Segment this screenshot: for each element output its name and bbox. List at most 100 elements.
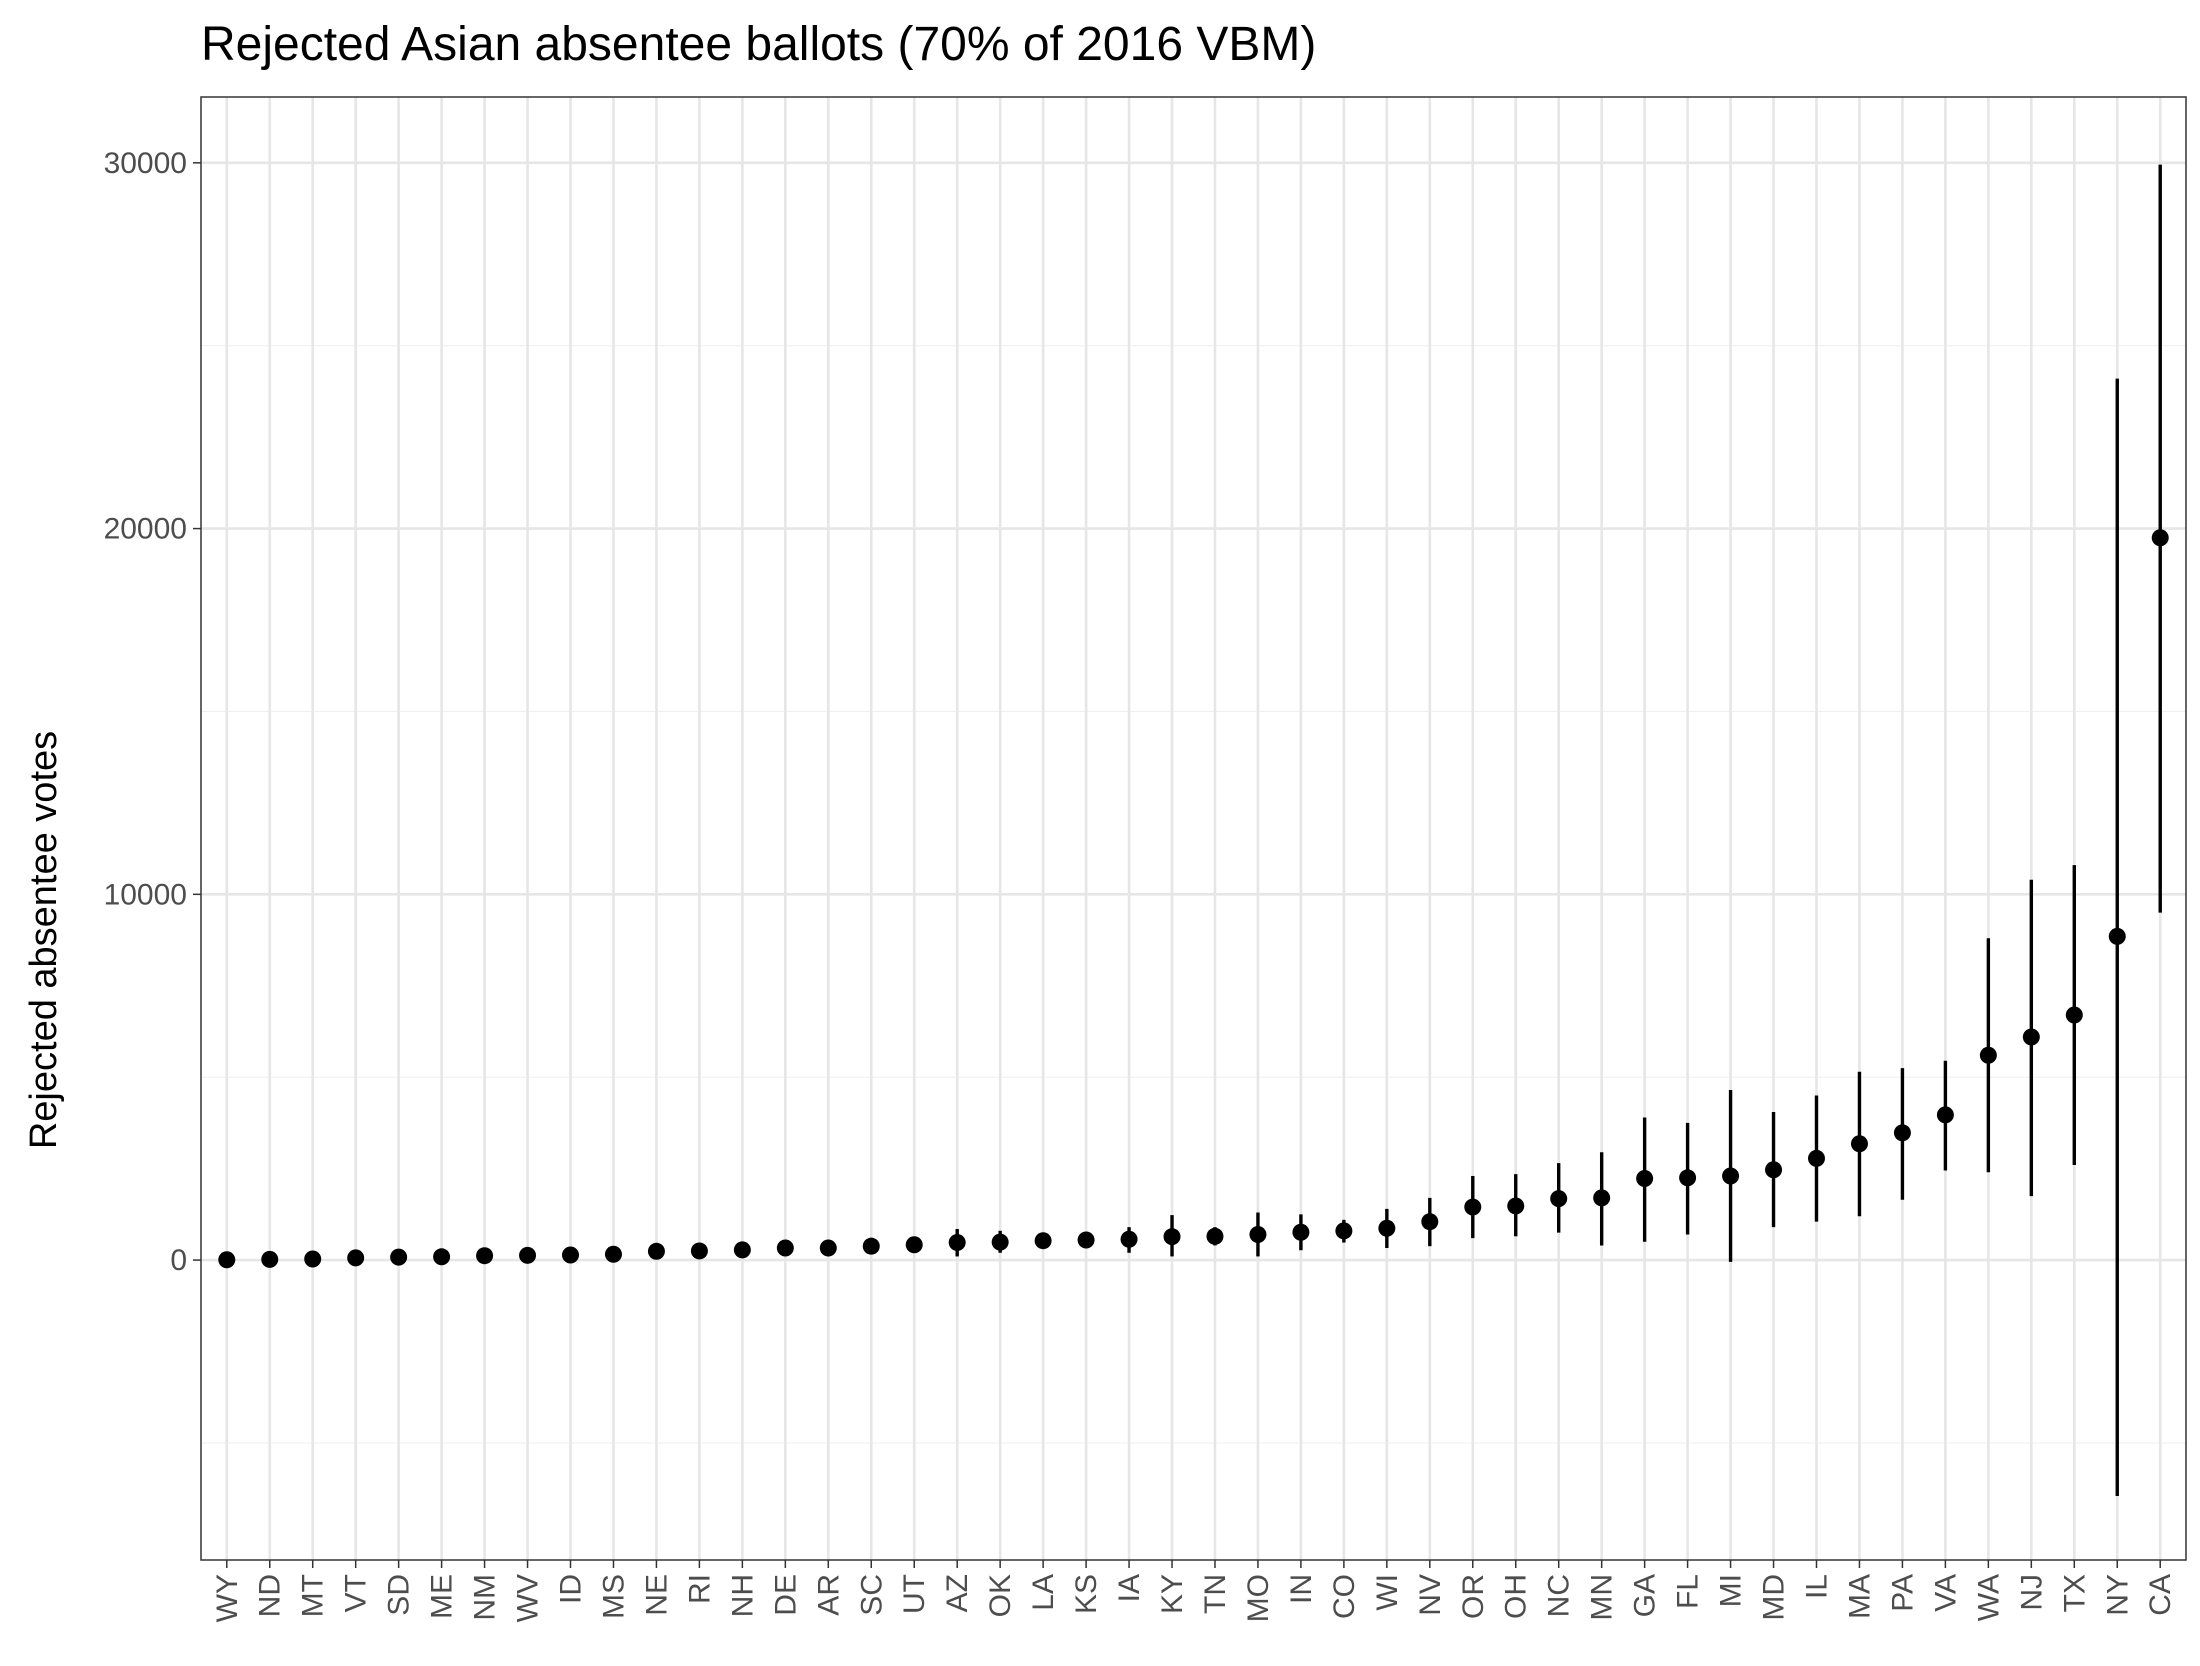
x-tick-label: GA <box>1629 1574 1662 1617</box>
x-tick-label: RI <box>683 1574 716 1604</box>
x-tick-label: TN <box>1199 1574 1232 1614</box>
data-point <box>690 1242 708 1260</box>
x-tick-label: OH <box>1500 1574 1533 1619</box>
data-point <box>1335 1222 1353 1240</box>
x-tick-label: MS <box>597 1574 630 1619</box>
data-point <box>1034 1232 1052 1250</box>
x-tick-label: KY <box>1156 1574 1189 1614</box>
x-tick-label: LA <box>1027 1574 1060 1611</box>
data-point <box>948 1234 966 1252</box>
x-tick-label: CA <box>2144 1574 2177 1616</box>
x-tick-label: VT <box>340 1574 373 1612</box>
data-point <box>1120 1230 1138 1248</box>
x-tick-label: VA <box>1929 1574 1962 1612</box>
data-point <box>647 1242 665 1260</box>
x-tick-label: SC <box>855 1574 888 1616</box>
x-tick-label: DE <box>769 1574 802 1616</box>
data-point <box>1636 1170 1654 1188</box>
x-tick-label: NY <box>2101 1574 2134 1616</box>
panel-background <box>201 97 2186 1560</box>
data-point <box>1206 1227 1224 1245</box>
chart-title: Rejected Asian absentee ballots (70% of … <box>201 18 1316 71</box>
data-point <box>1679 1169 1697 1187</box>
data-point <box>2108 927 2126 945</box>
data-point <box>433 1248 451 1266</box>
x-axis: WY ND MT VT SD ME NM WV ID MS NE RI NH DE AR SC UT AZ OK LA… <box>211 1560 2177 1622</box>
y-tick-label: 20000 <box>104 513 187 546</box>
x-tick-label: WI <box>1371 1574 1404 1611</box>
data-point <box>1163 1228 1181 1246</box>
y-axis-label: Rejected absentee votes <box>23 731 65 1149</box>
data-point <box>1249 1225 1267 1243</box>
x-tick-label: ID <box>555 1574 588 1604</box>
plot-panel <box>200 96 2187 1561</box>
minor-gridlines <box>201 345 2186 1444</box>
data-point <box>1765 1161 1783 1179</box>
x-tick-label: OR <box>1457 1574 1490 1619</box>
data-point <box>1292 1223 1310 1241</box>
x-tick-label: MT <box>297 1574 330 1617</box>
x-tick-label: MO <box>1242 1574 1275 1622</box>
x-tick-label: WY <box>211 1574 244 1622</box>
x-tick-label: NJ <box>2015 1574 2048 1611</box>
x-tick-label: MN <box>1586 1574 1619 1621</box>
x-tick-label: FL <box>1672 1574 1705 1609</box>
data-point <box>562 1246 580 1264</box>
data-point <box>819 1239 837 1257</box>
y-tick-label: 0 <box>170 1244 187 1277</box>
x-tick-label: MI <box>1715 1574 1748 1607</box>
data-points <box>218 529 2169 1269</box>
data-point <box>776 1239 794 1257</box>
data-point <box>1077 1231 1095 1249</box>
data-point <box>1593 1189 1611 1207</box>
data-point <box>1464 1198 1482 1216</box>
x-tick-label: ND <box>254 1574 287 1617</box>
x-tick-label: UT <box>898 1574 931 1614</box>
data-point <box>862 1237 880 1255</box>
data-point <box>304 1250 322 1268</box>
data-point <box>1550 1190 1568 1208</box>
x-tick-label: NM <box>469 1574 502 1621</box>
y-tick-label: 30000 <box>104 147 187 180</box>
data-point <box>905 1236 923 1254</box>
x-tick-label: IN <box>1285 1574 1318 1604</box>
x-tick-label: WA <box>1972 1574 2005 1621</box>
data-point <box>1979 1046 1997 1064</box>
data-point <box>1893 1124 1911 1142</box>
data-point <box>261 1250 279 1268</box>
x-tick-label: IA <box>1113 1574 1146 1602</box>
x-tick-label: NC <box>1543 1574 1576 1617</box>
data-point <box>1807 1149 1825 1167</box>
x-tick-label: WV <box>512 1574 545 1622</box>
data-point <box>1421 1213 1439 1231</box>
data-point <box>604 1245 622 1263</box>
data-point <box>2151 529 2169 547</box>
data-point <box>1936 1106 1954 1124</box>
data-point <box>347 1249 365 1267</box>
x-tick-label: AZ <box>941 1574 974 1612</box>
x-tick-label: ME <box>426 1574 459 1619</box>
x-tick-label: NH <box>726 1574 759 1617</box>
x-tick-label: NE <box>640 1574 673 1616</box>
x-tick-label: TX <box>2058 1574 2091 1612</box>
x-tick-label: MA <box>1843 1574 1876 1619</box>
data-point <box>2065 1006 2083 1024</box>
data-point <box>991 1233 1009 1251</box>
x-tick-label: MD <box>1758 1574 1791 1621</box>
data-point <box>733 1241 751 1259</box>
data-point <box>1722 1167 1740 1185</box>
data-point <box>476 1247 494 1265</box>
x-tick-label: PA <box>1886 1574 1919 1612</box>
major-gridlines <box>201 97 2186 1560</box>
x-tick-label: NV <box>1414 1574 1447 1616</box>
data-point <box>390 1248 408 1266</box>
x-tick-label: IL <box>1800 1574 1833 1599</box>
panel-border <box>200 96 2187 1561</box>
x-tick-label: AR <box>812 1574 845 1616</box>
data-point <box>218 1251 236 1269</box>
y-tick-label: 10000 <box>104 878 187 911</box>
data-point <box>519 1246 537 1264</box>
x-tick-label: SD <box>383 1574 416 1616</box>
x-tick-label: CO <box>1328 1574 1361 1619</box>
